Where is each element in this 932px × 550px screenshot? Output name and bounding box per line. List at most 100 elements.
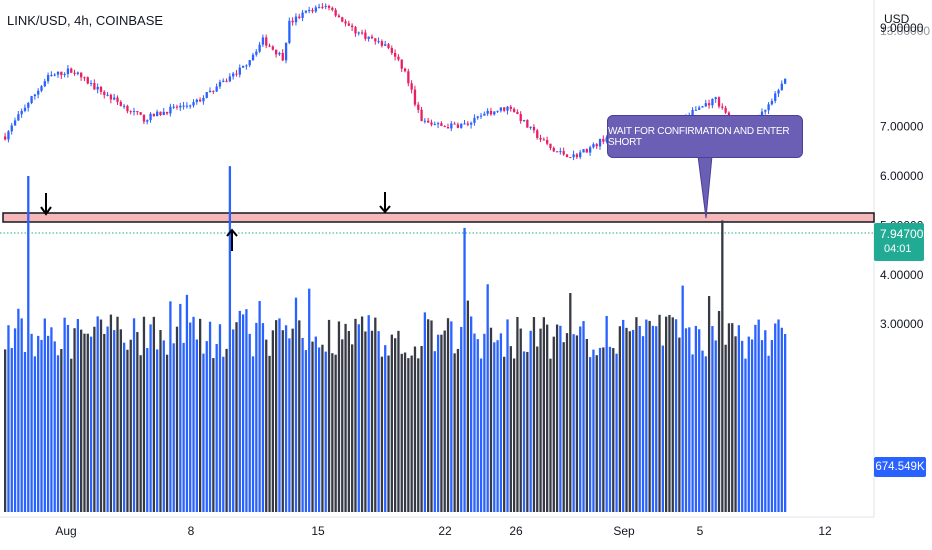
volume-bar [671,317,674,512]
volume-bar [17,308,20,512]
volume-bar [165,354,169,512]
volume-bar [66,324,70,512]
candle-body [4,136,7,140]
volume-bar [585,338,588,512]
candle-body [595,144,598,147]
candle-body [397,56,400,60]
volume-bar [721,220,724,512]
candle-body [453,123,456,125]
candle-body [119,101,122,106]
candle-body [50,75,53,77]
candle-body [255,51,258,55]
candle-body [489,110,493,115]
candle-body [486,110,489,114]
volume-bar [559,325,562,512]
price-tick-label: 7.00000 [880,120,924,134]
volume-bar [89,336,93,512]
volume-bar [337,321,341,512]
candle-body [777,90,780,94]
candle-body [499,107,503,111]
volume-bar [503,356,506,512]
candle-body [271,46,275,50]
candle-body [539,137,542,140]
candle-body [291,20,294,23]
candle-body [443,126,446,128]
volume-bar [248,333,251,512]
volume-bar [605,315,608,512]
volume-bar [641,336,645,512]
volume-bar [80,329,83,512]
volume-bar [440,334,443,512]
volume-bar [403,352,407,512]
volume-bar [83,333,86,512]
candle-body [704,103,707,107]
candle-body [691,109,694,116]
volume-bar [93,326,96,512]
candle-body [245,65,248,67]
candle-body [496,110,499,112]
candle-body [324,5,327,7]
volume-bar [598,347,602,512]
candle-body [37,90,40,95]
volume-bar [311,341,314,512]
candle-body [585,149,588,153]
volume-bar [56,355,60,512]
volume-bar [433,351,436,512]
candle-body [407,71,410,84]
candle-body [542,139,546,141]
volume-bar [198,318,202,512]
volume-bar [701,350,704,512]
candle-body [175,106,179,108]
volume-bar [423,312,427,512]
price-tick-top-clipped: 13.00000 [880,24,930,38]
candle-body [592,144,595,148]
candle-body [248,60,251,66]
candle-body [232,73,235,77]
candle-body [70,68,73,73]
volume-bar [546,324,549,512]
candle-body [572,154,575,158]
candle-body [347,23,351,26]
volume-bar [625,327,628,512]
candle-body [53,74,56,76]
volume-bar [760,340,764,512]
candle-body [519,114,522,122]
volume-bar [116,316,119,512]
volume-bar [370,330,374,512]
candle-body [400,59,403,69]
candle-body [440,123,443,127]
callout-annotation[interactable]: WAIT FOR CONFIRMATION AND ENTER SHORT [607,115,803,158]
volume-bar [284,325,288,512]
candle-body [463,123,466,125]
volume-bar [615,353,618,512]
volume-bar [555,324,559,512]
volume-bar [245,309,248,512]
candle-body [301,12,304,18]
volume-bar [294,297,298,512]
volume-bar [407,358,410,512]
resistance-zone[interactable] [2,212,875,223]
volume-bar [499,333,503,512]
candle-body [10,125,13,132]
volume-bar [655,326,658,512]
candle-body [410,83,413,90]
volume-bar [450,321,453,512]
candle-body [436,123,440,125]
volume-bar [757,319,760,512]
volume-bar [43,318,46,512]
volume-bar [202,353,205,512]
volume-bar [698,329,701,512]
volume-bar [476,339,479,512]
volume-bar [208,321,212,512]
candle-body [261,37,265,45]
candle-body [466,123,469,125]
volume-bar [152,316,156,512]
volume-bar [582,321,585,512]
candle-body [308,10,311,12]
candle-body [136,111,139,113]
candle-body [331,7,334,10]
candle-body [198,99,202,102]
symbol-title[interactable]: LINK/USD, 4h, COINBASE [7,13,164,28]
price-tick-label: 9.00000 [880,21,924,35]
